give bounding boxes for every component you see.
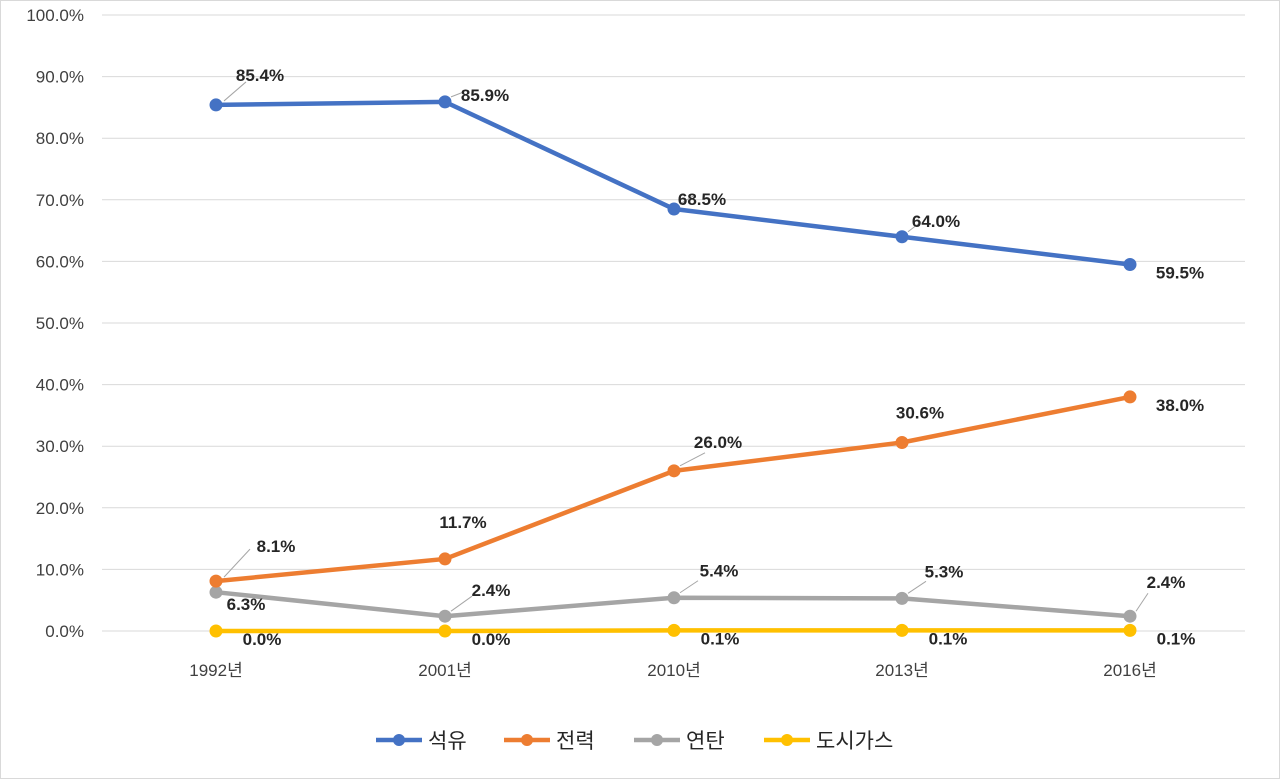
data-label: 85.9% <box>461 86 509 105</box>
legend-marker <box>781 734 793 746</box>
data-point <box>667 464 681 478</box>
data-point <box>895 230 909 244</box>
data-point <box>438 95 452 109</box>
legend-marker <box>393 734 405 746</box>
leader-line <box>450 595 473 612</box>
leader-line <box>679 195 694 205</box>
y-tick-label: 0.0% <box>45 622 84 641</box>
y-tick-label: 80.0% <box>36 129 84 148</box>
leader-line <box>223 81 247 102</box>
data-point <box>209 574 223 588</box>
data-label: 11.7% <box>439 513 486 532</box>
data-point <box>209 98 223 112</box>
data-point <box>209 624 223 638</box>
x-tick-label: 2010년 <box>647 661 700 680</box>
y-tick-label: 20.0% <box>36 499 84 518</box>
data-label: 59.5% <box>1156 263 1204 282</box>
legend-label: 연탄 <box>686 729 725 753</box>
y-tick-label: 100.0% <box>26 6 84 25</box>
leader-line <box>450 91 465 98</box>
y-tick-label: 70.0% <box>36 191 84 210</box>
data-label: 85.4% <box>236 66 284 85</box>
data-point <box>438 624 452 638</box>
data-point <box>895 623 909 637</box>
series-line-전력 <box>213 394 1133 584</box>
leader-line <box>679 452 706 467</box>
legend-marker <box>651 734 663 746</box>
data-label: 0.0% <box>243 630 282 649</box>
leader-line <box>223 548 251 578</box>
y-tick-label: 10.0% <box>36 560 84 579</box>
data-point <box>1123 257 1137 271</box>
data-point <box>438 609 452 623</box>
data-point <box>1123 623 1137 637</box>
y-tick-label: 60.0% <box>36 252 84 271</box>
x-tick-label: 2013년 <box>875 661 928 680</box>
data-point <box>438 552 452 566</box>
leader-line <box>907 580 927 594</box>
series-line-석유 <box>213 99 1133 267</box>
leader-line <box>679 580 699 594</box>
data-label: 0.1% <box>929 629 968 648</box>
data-point <box>667 591 681 605</box>
x-tick-label: 2001년 <box>418 661 471 680</box>
legend-marker <box>521 734 533 746</box>
data-point <box>895 436 909 450</box>
data-point <box>895 591 909 605</box>
data-label: 2.4% <box>472 581 511 600</box>
y-tick-label: 50.0% <box>36 314 84 333</box>
data-label: 5.3% <box>925 562 964 581</box>
data-label: 0.1% <box>701 629 740 648</box>
y-tick-label: 90.0% <box>36 68 84 87</box>
data-point <box>209 585 223 599</box>
data-label: 30.6% <box>896 404 944 423</box>
data-label: 6.3% <box>227 595 266 614</box>
leader-line <box>907 221 922 233</box>
data-label: 64.0% <box>912 212 960 231</box>
data-label: 0.1% <box>1157 629 1196 648</box>
leader-line <box>1135 592 1149 612</box>
data-label: 38.0% <box>1156 396 1204 415</box>
data-point <box>667 623 681 637</box>
legend-label: 석유 <box>428 729 467 753</box>
data-point <box>1123 390 1137 404</box>
x-tick-label: 2016년 <box>1103 661 1156 680</box>
y-tick-label: 30.0% <box>36 437 84 456</box>
data-label: 8.1% <box>257 537 296 556</box>
x-tick-label: 1992년 <box>189 661 242 680</box>
y-tick-label: 40.0% <box>36 376 84 395</box>
data-label: 26.0% <box>694 433 742 452</box>
data-label: 2.4% <box>1147 573 1186 592</box>
legend-label: 도시가스 <box>816 729 893 753</box>
data-label: 5.4% <box>700 562 739 581</box>
data-label: 0.0% <box>472 630 511 649</box>
data-point <box>667 202 681 216</box>
data-point <box>1123 609 1137 623</box>
data-label: 68.5% <box>678 190 726 209</box>
legend-label: 전력 <box>556 729 595 753</box>
